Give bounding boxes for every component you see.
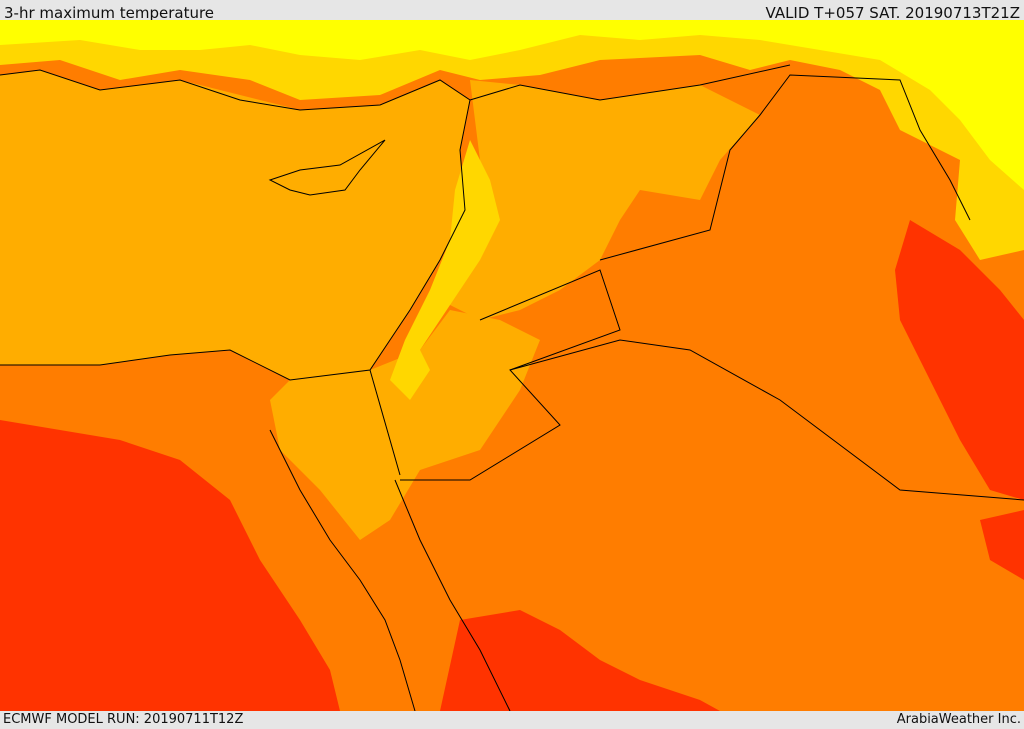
- temperature-field: [0, 20, 1024, 711]
- valid-time: VALID T+057 SAT. 20190713T21Z: [765, 4, 1020, 22]
- borders: [0, 64, 1024, 711]
- footer-bar: ECMWF MODEL RUN: 20190711T12Z ArabiaWeat…: [0, 711, 1024, 729]
- fill-hot-iraq: [895, 220, 1024, 500]
- coastline-red-sea-east: [394, 479, 511, 711]
- border-saudi-north: [509, 339, 1024, 501]
- fill-levant-sea: [440, 80, 760, 320]
- fill-sea: [0, 70, 470, 380]
- header-bar: 3-hr maximum temperature VALID T+057 SAT…: [0, 0, 1024, 22]
- fill-cool-north: [0, 20, 1024, 190]
- cyprus-island: [268, 139, 386, 196]
- fill-hot-gulf: [980, 510, 1024, 580]
- border-sinai: [369, 369, 401, 476]
- border-iraq-west: [599, 74, 971, 261]
- border-turkey-syria: [469, 64, 791, 101]
- coastline-med: [0, 69, 471, 381]
- fill-sinai-sea: [270, 310, 540, 540]
- coastline-red-sea: [269, 429, 416, 711]
- map-title: 3-hr maximum temperature: [4, 4, 215, 22]
- cyprus: [268, 139, 386, 196]
- model-run: ECMWF MODEL RUN: 20190711T12Z: [3, 712, 244, 727]
- credit: ArabiaWeather Inc.: [896, 712, 1021, 727]
- border-jordan: [400, 269, 621, 481]
- fill-mild-levant: [390, 140, 500, 400]
- fill-hot-red-sea: [440, 610, 720, 711]
- temperature-map[interactable]: [0, 20, 1024, 711]
- fill-hot-south: [0, 420, 340, 711]
- fill-mild-north: [0, 20, 1024, 260]
